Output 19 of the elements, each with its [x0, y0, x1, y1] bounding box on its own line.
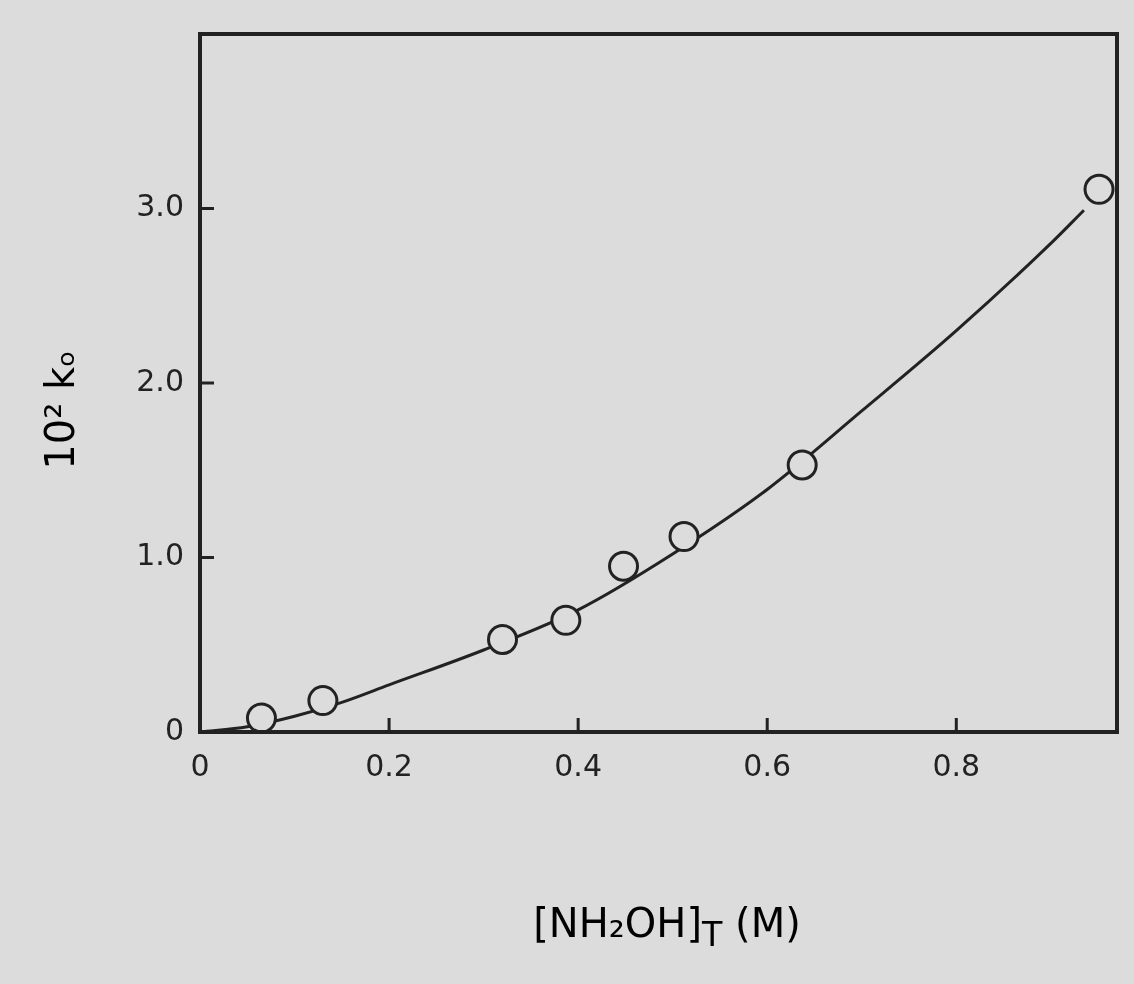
- x-tick-label: 0.2: [365, 747, 413, 783]
- y-tick-label: 3.0: [136, 188, 184, 224]
- y-axis-title: 10² kₒ: [37, 350, 83, 470]
- x-tick-label: 0.6: [743, 747, 792, 783]
- point: [786, 449, 818, 481]
- point: [245, 702, 277, 732]
- x-tick-label: 0.8: [932, 747, 981, 783]
- point: [487, 624, 519, 656]
- point: [1083, 173, 1115, 205]
- y-tick-label: 0: [164, 711, 184, 747]
- x-tick-label: 0.4: [554, 747, 602, 783]
- x-axis-title: [NH₂OH]$_{T}$ (M): [532, 900, 802, 954]
- point: [668, 521, 700, 553]
- x-tick-label: 0: [190, 747, 210, 783]
- y-tick-label: 1.0: [136, 537, 184, 573]
- point: [307, 685, 339, 717]
- point: [608, 550, 640, 582]
- y-tick-label: 2.0: [136, 362, 184, 398]
- point: [550, 604, 582, 636]
